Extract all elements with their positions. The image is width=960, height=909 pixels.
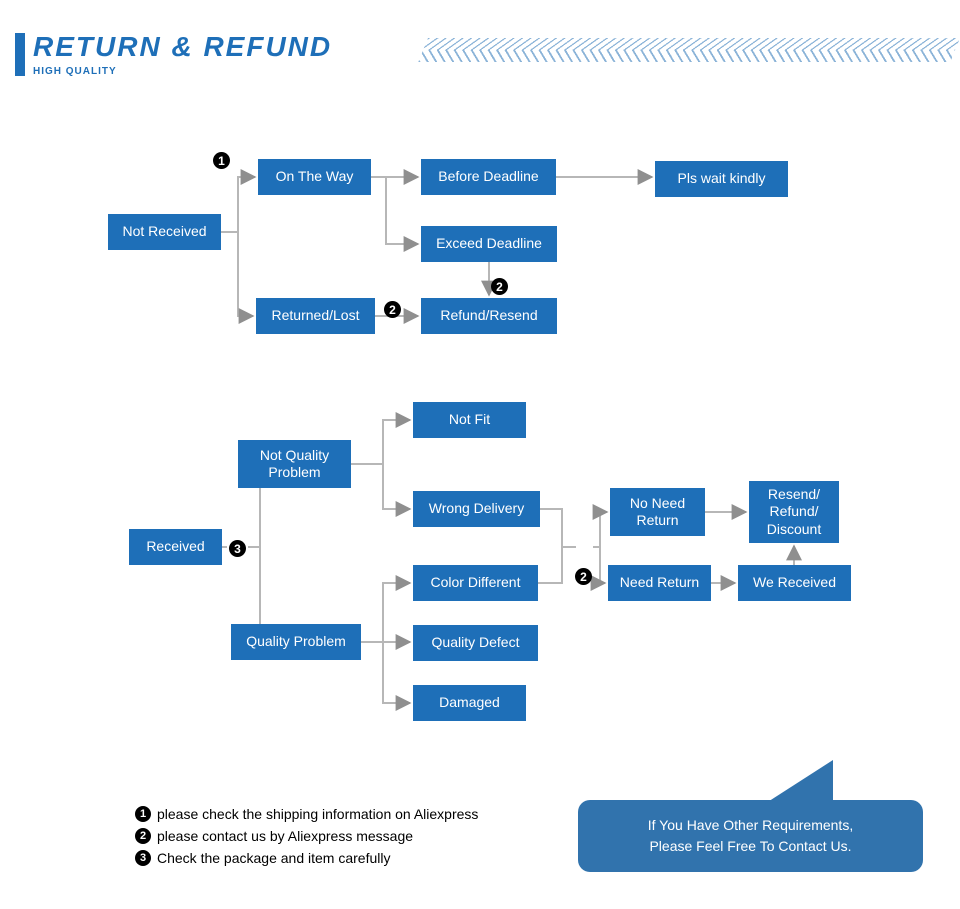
node-we-received: We Received [738, 565, 851, 601]
badge-3: 3 [229, 540, 246, 557]
node-quality-problem: Quality Problem [231, 624, 361, 660]
node-resend-refund-discount: Resend/ Refund/ Discount [749, 481, 839, 543]
footnote-text: please check the shipping information on… [157, 806, 478, 822]
node-need-return: Need Return [608, 565, 711, 601]
node-returned-lost: Returned/Lost [256, 298, 375, 334]
node-refund-resend: Refund/Resend [421, 298, 557, 334]
badge-2a: 2 [384, 301, 401, 318]
node-wrong-delivery: Wrong Delivery [413, 491, 540, 527]
badge-1: 1 [213, 152, 230, 169]
node-exceed-deadline: Exceed Deadline [421, 226, 557, 262]
footnote-3: 3 Check the package and item carefully [135, 850, 390, 866]
contact-bubble-text: If You Have Other Requirements, Please F… [648, 815, 853, 857]
node-quality-defect: Quality Defect [413, 625, 538, 661]
node-not-quality-problem: Not Quality Problem [238, 440, 351, 488]
header-hatch-decor [418, 38, 960, 62]
footnote-badge: 2 [135, 828, 151, 844]
badge-2c: 2 [575, 568, 592, 585]
node-received: Received [129, 529, 222, 565]
node-color-different: Color Different [413, 565, 538, 601]
footnote-1: 1 please check the shipping information … [135, 806, 478, 822]
page: RETURN & REFUND HIGH QUALITY [0, 0, 960, 909]
footnote-badge: 1 [135, 806, 151, 822]
contact-bubble: If You Have Other Requirements, Please F… [578, 800, 923, 872]
node-damaged: Damaged [413, 685, 526, 721]
page-title: RETURN & REFUND [33, 31, 332, 63]
header-accent-bar [15, 33, 25, 76]
node-on-the-way: On The Way [258, 159, 371, 195]
node-no-need-return: No Need Return [610, 488, 705, 536]
footnote-badge: 3 [135, 850, 151, 866]
node-not-received: Not Received [108, 214, 221, 250]
footnote-text: please contact us by Aliexpress message [157, 828, 413, 844]
badge-2b: 2 [491, 278, 508, 295]
node-before-deadline: Before Deadline [421, 159, 556, 195]
node-pls-wait-kindly: Pls wait kindly [655, 161, 788, 197]
node-not-fit: Not Fit [413, 402, 526, 438]
footnote-2: 2 please contact us by Aliexpress messag… [135, 828, 413, 844]
footnote-text: Check the package and item carefully [157, 850, 390, 866]
page-subtitle: HIGH QUALITY [33, 66, 117, 77]
